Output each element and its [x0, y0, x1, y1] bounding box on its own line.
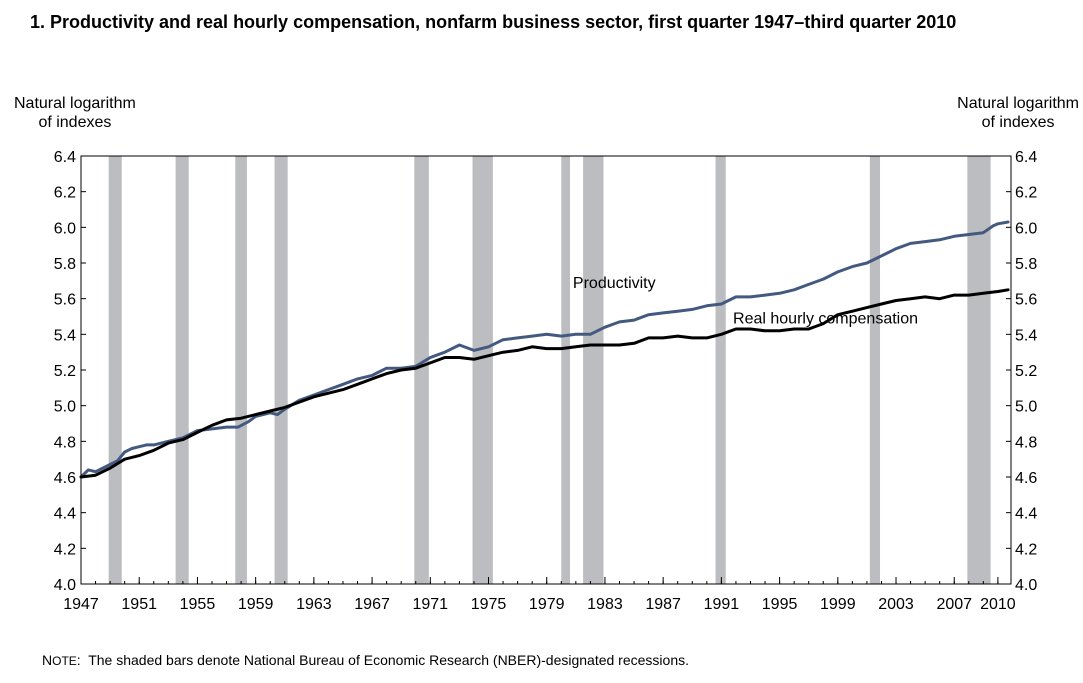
series-line-real-hourly-compensation: [79, 288, 1010, 479]
y-tick-label-right: 6.0: [1015, 220, 1037, 237]
y-tick-label-left: 6.4: [54, 149, 76, 166]
chart-title: 1. Productivity and real hourly compensa…: [30, 12, 957, 32]
x-tick-label: 1955: [180, 596, 216, 613]
axis-ticks: [80, 155, 1011, 585]
x-tick-label: 1999: [820, 596, 856, 613]
recession-bar-11: [967, 156, 991, 584]
recession-bar-2: [175, 156, 189, 584]
series-line-productivity: [79, 220, 1010, 479]
y-tick-label-right: 4.8: [1015, 434, 1037, 451]
x-tick-label: 1983: [587, 596, 623, 613]
note-label: NOTE: [42, 652, 77, 668]
series-annotations: Productivity Real hourly compensation: [573, 275, 918, 328]
x-tick-label: 1991: [704, 596, 740, 613]
recession-bar-1: [108, 156, 122, 584]
series-lines: [79, 220, 1010, 479]
y-tick-label-left: 5.0: [54, 399, 76, 416]
y-tick-label-left: 4.0: [54, 577, 76, 594]
x-tick-label: 2010: [980, 596, 1016, 613]
recession-bars: [108, 156, 991, 584]
chart-note: NOTE: The shaded bars denote National Bu…: [42, 652, 689, 668]
recession-bar-4: [274, 156, 288, 584]
x-tick-label: 1951: [121, 596, 157, 613]
y-tick-label-right: 4.2: [1015, 541, 1037, 558]
y-tick-label-left: 5.2: [54, 363, 76, 380]
x-tick-label: 1975: [471, 596, 507, 613]
y-tick-label-right: 5.6: [1015, 292, 1037, 309]
y-axis-label-left-line1: Natural logarithm: [14, 95, 136, 112]
recession-bar-6: [472, 156, 493, 584]
y-tick-label-right: 5.8: [1015, 256, 1037, 273]
y-tick-label-left: 5.6: [54, 292, 76, 309]
axis-tick-labels: 4.0 4.0 4.2 4.2 4.4 4.4 4.6 4.6 4.8 4.8 5.0 5.0 5.2 5…: [54, 149, 1038, 613]
recession-bar-8: [583, 156, 604, 584]
y-tick-label-left: 5.8: [54, 256, 76, 273]
y-tick-label-left: 4.8: [54, 434, 76, 451]
y-axis-label-right: Natural logarithm of indexes: [957, 94, 1079, 132]
recession-bar-5: [414, 156, 429, 584]
recession-bar-10: [869, 156, 881, 584]
x-tick-label: 1979: [529, 596, 565, 613]
note-label-initial: N: [42, 652, 53, 668]
y-tick-label-right: 6.4: [1015, 149, 1037, 166]
y-tick-label-left: 6.2: [54, 185, 76, 202]
series-annotation-2: Real hourly compensation: [733, 311, 918, 328]
y-tick-label-right: 6.2: [1015, 185, 1037, 202]
recession-bar-3: [235, 156, 247, 584]
note-text: The shaded bars denote National Bureau o…: [88, 652, 689, 668]
y-tick-label-right: 5.0: [1015, 399, 1037, 416]
y-axis-label-left-line2: of indexes: [38, 114, 112, 131]
y-tick-label-right: 4.0: [1015, 577, 1037, 594]
x-tick-label: 1995: [762, 596, 798, 613]
y-axis-label-right-line2: of indexes: [981, 114, 1055, 131]
y-axis-label-left: Natural logarithm of indexes: [14, 94, 136, 132]
x-tick-label: 2003: [878, 596, 914, 613]
y-tick-label-left: 6.0: [54, 220, 76, 237]
y-tick-label-left: 5.4: [54, 327, 76, 344]
note-label-rest: OTE: [52, 654, 77, 668]
y-tick-label-right: 4.6: [1015, 470, 1037, 487]
y-tick-label-right: 5.4: [1015, 327, 1037, 344]
x-tick-label: 1959: [238, 596, 274, 613]
x-tick-label: 1967: [354, 596, 390, 613]
y-tick-label-left: 4.6: [54, 470, 76, 487]
x-tick-label: 1971: [412, 596, 448, 613]
y-axis-label-right-line1: Natural logarithm: [957, 95, 1079, 112]
note-separator: :: [76, 652, 89, 668]
recession-bar-7: [561, 156, 571, 584]
recession-bar-9: [715, 156, 726, 584]
y-tick-label-right: 5.2: [1015, 363, 1037, 380]
y-tick-label-right: 4.4: [1015, 506, 1037, 523]
y-tick-label-left: 4.2: [54, 541, 76, 558]
y-tick-label-left: 4.4: [54, 506, 76, 523]
x-tick-label: 1963: [296, 596, 332, 613]
series-annotation-1: Productivity: [573, 275, 656, 292]
x-tick-label: 1947: [63, 596, 99, 613]
x-tick-label: 1987: [645, 596, 681, 613]
x-tick-label: 2007: [936, 596, 972, 613]
